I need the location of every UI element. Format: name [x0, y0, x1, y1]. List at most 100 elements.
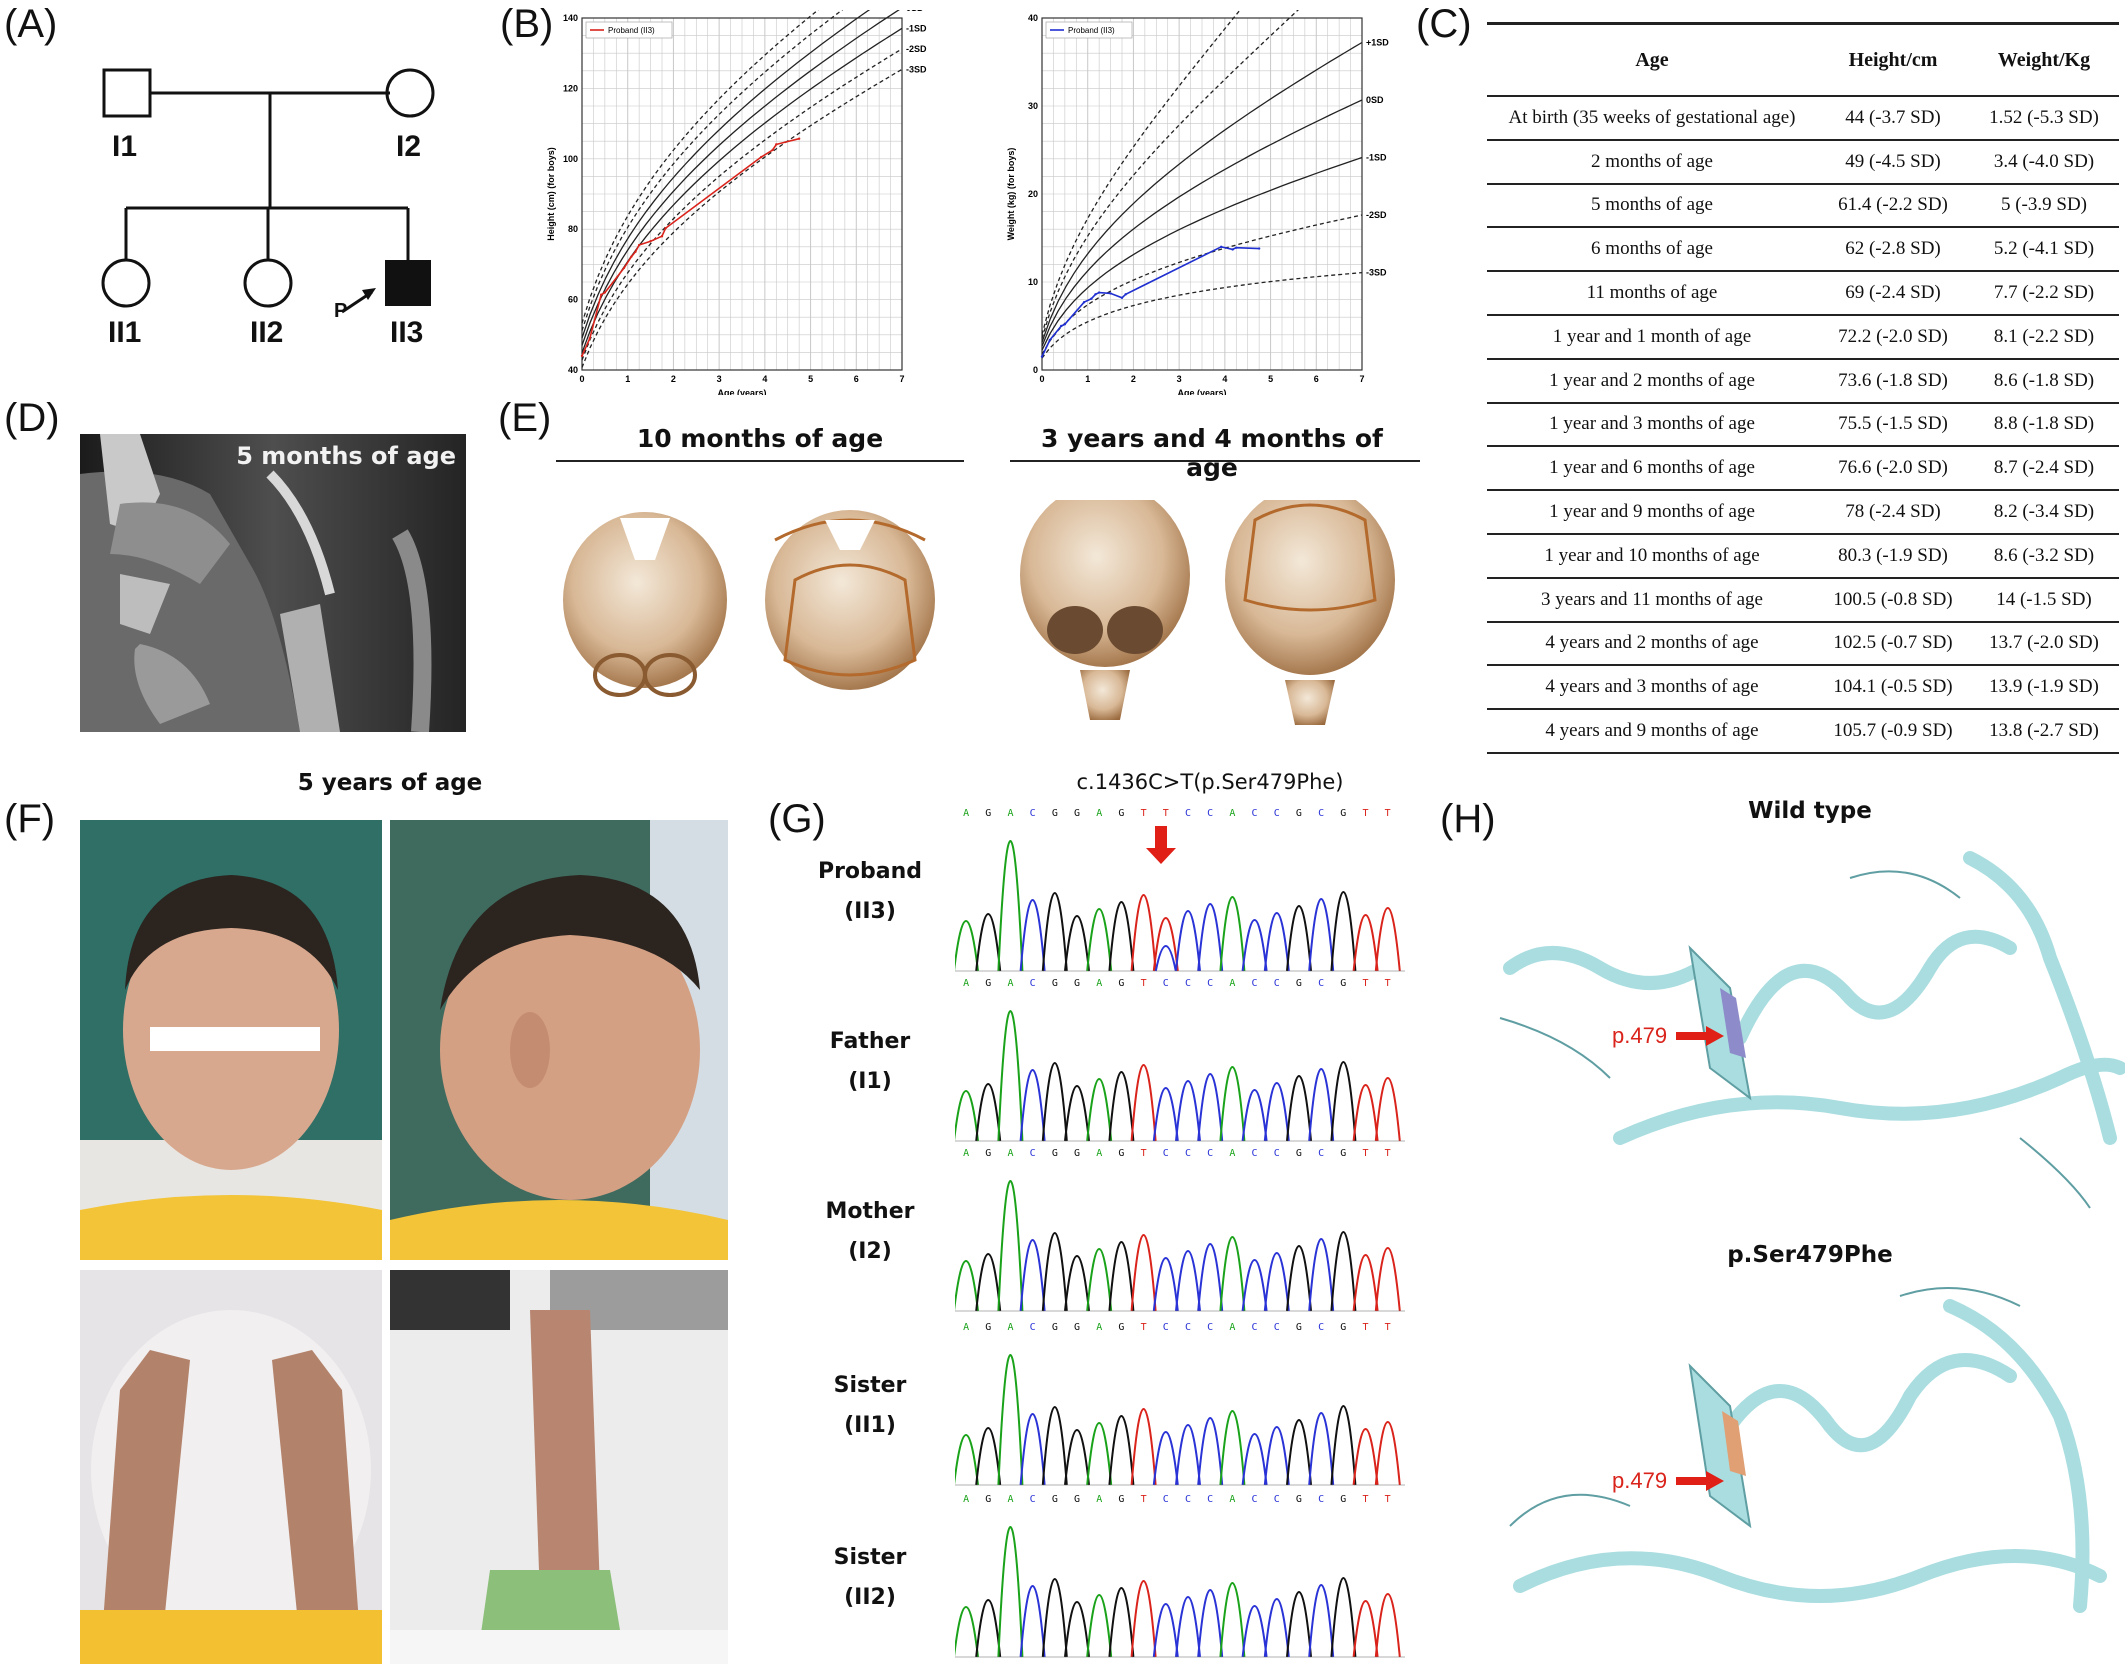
- chromatogram-peak: [997, 1526, 1024, 1658]
- chromatogram-peak: [955, 1260, 979, 1312]
- base-call: T: [1362, 978, 1369, 989]
- base-call: G: [1051, 808, 1058, 819]
- variant-arrow: [1146, 826, 1176, 864]
- table-row: 4 years and 9 months of age 105.7 (-0.9 S…: [1487, 710, 2119, 754]
- sample-label-sister1: Sister (II1): [833, 1373, 907, 1438]
- chromatogram-peak: [1130, 894, 1157, 972]
- chromatogram-peak: [1064, 1085, 1090, 1142]
- base-call: G: [1118, 1494, 1125, 1505]
- structure-wt-title: Wild type: [1748, 798, 1872, 824]
- patient-side-face-photo: [390, 820, 728, 1260]
- chromatogram-peak: [1330, 1577, 1357, 1658]
- base-call: C: [1273, 978, 1280, 989]
- base-call: G: [1340, 1148, 1347, 1159]
- chromatogram-trace: [955, 1010, 1405, 1142]
- cell-weight: 14 (-1.5 SD): [1996, 588, 2092, 610]
- sample-label-father: Father (I1): [829, 1029, 911, 1094]
- panel-label-e: (E): [498, 396, 552, 440]
- sample-label-sister2: Sister (II2): [833, 1545, 907, 1610]
- weight-growth-chart: +3SD+2SD+1SD0SD-1SD-2SD-3SD0123456701020…: [1006, 10, 1389, 395]
- chromatogram-peak: [1064, 1601, 1090, 1658]
- proband-data-point: [1082, 301, 1086, 304]
- base-call: G: [1051, 1494, 1058, 1505]
- chromatogram-peak: [1219, 896, 1246, 972]
- y-axis-label: Height (cm) (for boys): [546, 147, 556, 241]
- chromatogram-peak: [1286, 1419, 1312, 1486]
- sd-label: -3SD: [906, 64, 927, 74]
- base-call: C: [1184, 1322, 1191, 1333]
- base-call: C: [1318, 978, 1325, 989]
- chromatogram-peak: [1064, 915, 1090, 972]
- skull-infant-back: [765, 510, 935, 690]
- pedigree-sister2-circle: [243, 258, 293, 308]
- chromatogram-peak: [1286, 1245, 1312, 1312]
- chromatogram-peak: [1152, 1257, 1179, 1312]
- chromatogram-peak: [1130, 1234, 1157, 1312]
- base-call: G: [985, 978, 992, 989]
- chromatogram-peak: [1197, 1243, 1224, 1312]
- base-call: C: [1251, 1494, 1258, 1505]
- cell-weight: 8.6 (-3.2 SD): [1993, 544, 2095, 566]
- chromatogram-peak: [975, 1083, 1002, 1142]
- skull-child-back: [1225, 500, 1395, 725]
- growth-table: Age Height/cm Weight/Kg At birth (35 wee…: [1487, 22, 2119, 754]
- y-tick-label: 10: [1028, 277, 1038, 287]
- sd-reference-curve: [581, 10, 844, 331]
- base-call: G: [1118, 978, 1125, 989]
- table-row: 5 months of age 61.4 (-2.2 SD) 5 (-3.9 SD): [1487, 185, 2119, 229]
- base-call: A: [1007, 1494, 1014, 1505]
- chromatogram-peak: [1152, 1603, 1179, 1658]
- chromatogram-peak: [1286, 1075, 1312, 1142]
- base-call: T: [1384, 1148, 1391, 1159]
- base-call: C: [1029, 978, 1036, 989]
- chromatogram-peak: [1086, 1248, 1113, 1312]
- chromatogram-peak: [1352, 1428, 1379, 1486]
- table-row: 1 year and 6 months of age 76.6 (-2.0 SD)…: [1487, 447, 2119, 492]
- cell-weight: 8.1 (-2.2 SD): [1993, 325, 2095, 347]
- sd-reference-curve: [581, 10, 900, 346]
- cell-height: 80.3 (-1.9 SD): [1838, 544, 1948, 566]
- base-call: A: [1096, 1494, 1103, 1505]
- skull-right-divider: [1010, 460, 1420, 462]
- proband-data-point: [1257, 247, 1261, 250]
- base-call: C: [1207, 808, 1214, 819]
- chromatogram-peak: [1330, 1061, 1357, 1142]
- base-call: T: [1384, 1322, 1391, 1333]
- cell-age: 2 months of age: [1591, 150, 1713, 172]
- chromatogram-peak: [1374, 1077, 1401, 1142]
- legend-label: Proband (II3): [608, 26, 655, 35]
- cell-weight: 3.4 (-4.0 SD): [1993, 150, 2095, 172]
- site-arrow-wt: [1676, 1026, 1724, 1046]
- chromatogram-peak: [1374, 1421, 1401, 1486]
- chromatogram-peak: [1241, 1605, 1268, 1658]
- base-call: C: [1207, 1494, 1214, 1505]
- pedigree-proband-marker: P: [334, 300, 348, 322]
- proband-data-point: [1090, 297, 1093, 300]
- chromatogram-peak: [975, 1599, 1002, 1658]
- base-call: G: [1118, 1148, 1125, 1159]
- base-call: G: [1074, 1494, 1081, 1505]
- base-call: A: [1229, 808, 1236, 819]
- chromatogram-peak: [975, 1253, 1002, 1312]
- cell-age: 1 year and 1 month of age: [1552, 325, 1752, 347]
- base-call: C: [1251, 978, 1258, 989]
- x-tick-label: 3: [1177, 374, 1182, 384]
- chromatogram-peak: [1263, 1426, 1290, 1486]
- base-call: C: [1318, 1494, 1325, 1505]
- base-call: C: [1273, 1148, 1280, 1159]
- x-axis-label: Age (years): [717, 388, 766, 395]
- sd-reference-curve: [1041, 99, 1363, 347]
- base-call: A: [1007, 1322, 1014, 1333]
- chromatogram-peak: [1197, 1073, 1224, 1142]
- cell-age: 4 years and 2 months of age: [1545, 632, 1759, 654]
- base-call: T: [1162, 808, 1169, 819]
- cell-height: 104.1 (-0.5 SD): [1833, 676, 1953, 698]
- x-tick-label: 6: [854, 374, 859, 384]
- pedigree-father-square: [102, 68, 152, 118]
- base-call: C: [1273, 1494, 1280, 1505]
- cell-weight: 5 (-3.9 SD): [2000, 194, 2088, 216]
- cell-age: 4 years and 9 months of age: [1545, 720, 1759, 742]
- cell-height: 75.5 (-1.5 SD): [1838, 413, 1948, 435]
- chromatogram-trace: [955, 1180, 1405, 1312]
